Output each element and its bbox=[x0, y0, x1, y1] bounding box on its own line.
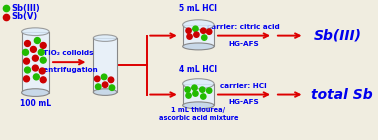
Circle shape bbox=[25, 41, 31, 46]
Circle shape bbox=[38, 49, 44, 55]
Text: 5 mL HCl: 5 mL HCl bbox=[180, 4, 217, 13]
Circle shape bbox=[187, 34, 192, 39]
Text: HG-AFS: HG-AFS bbox=[228, 99, 259, 105]
Circle shape bbox=[39, 68, 45, 74]
Circle shape bbox=[40, 77, 46, 83]
Text: Sb(III): Sb(III) bbox=[12, 4, 40, 13]
Circle shape bbox=[94, 76, 100, 82]
Circle shape bbox=[101, 74, 107, 80]
Circle shape bbox=[40, 43, 46, 48]
Circle shape bbox=[33, 55, 38, 61]
Bar bbox=[183, 84, 214, 105]
Circle shape bbox=[206, 29, 212, 34]
Text: Sb(III): Sb(III) bbox=[314, 29, 362, 43]
Ellipse shape bbox=[93, 89, 117, 95]
Circle shape bbox=[25, 67, 31, 73]
Bar bbox=[22, 32, 49, 93]
Text: HG-AFS: HG-AFS bbox=[228, 41, 259, 46]
Ellipse shape bbox=[183, 79, 214, 89]
Circle shape bbox=[201, 35, 207, 40]
Ellipse shape bbox=[93, 35, 117, 41]
Circle shape bbox=[23, 76, 29, 82]
Circle shape bbox=[23, 58, 29, 64]
Circle shape bbox=[185, 87, 190, 92]
Circle shape bbox=[34, 38, 40, 44]
Circle shape bbox=[33, 65, 38, 71]
Bar bbox=[93, 38, 117, 92]
Circle shape bbox=[96, 84, 101, 89]
Circle shape bbox=[108, 77, 114, 83]
Ellipse shape bbox=[183, 102, 214, 109]
Circle shape bbox=[40, 57, 46, 63]
Text: 100 mL: 100 mL bbox=[20, 99, 51, 108]
Text: centrifugation: centrifugation bbox=[39, 67, 98, 73]
Circle shape bbox=[193, 26, 198, 31]
Circle shape bbox=[109, 85, 115, 90]
Circle shape bbox=[186, 28, 191, 33]
Text: TiO₂ colloids: TiO₂ colloids bbox=[43, 50, 94, 56]
Circle shape bbox=[201, 28, 206, 33]
Text: total Sb: total Sb bbox=[311, 88, 373, 102]
Text: 4 mL HCl: 4 mL HCl bbox=[180, 65, 217, 74]
Circle shape bbox=[201, 94, 206, 99]
Text: carrier: citric acid: carrier: citric acid bbox=[207, 24, 280, 30]
Circle shape bbox=[31, 46, 36, 52]
Ellipse shape bbox=[22, 28, 49, 36]
Text: 1 mL thiourea/
ascorbic acid mixture: 1 mL thiourea/ ascorbic acid mixture bbox=[159, 107, 238, 121]
Circle shape bbox=[192, 85, 197, 90]
Text: carrier: HCl: carrier: HCl bbox=[220, 83, 267, 89]
Circle shape bbox=[193, 91, 198, 96]
Circle shape bbox=[186, 93, 191, 98]
Circle shape bbox=[33, 74, 39, 80]
Ellipse shape bbox=[22, 89, 49, 96]
Circle shape bbox=[102, 82, 108, 88]
Text: Sb(V): Sb(V) bbox=[12, 12, 38, 21]
Circle shape bbox=[23, 49, 28, 55]
Ellipse shape bbox=[183, 20, 214, 30]
Bar bbox=[183, 25, 214, 46]
Ellipse shape bbox=[183, 43, 214, 50]
Circle shape bbox=[194, 32, 199, 37]
Circle shape bbox=[200, 87, 205, 92]
Circle shape bbox=[206, 88, 212, 93]
